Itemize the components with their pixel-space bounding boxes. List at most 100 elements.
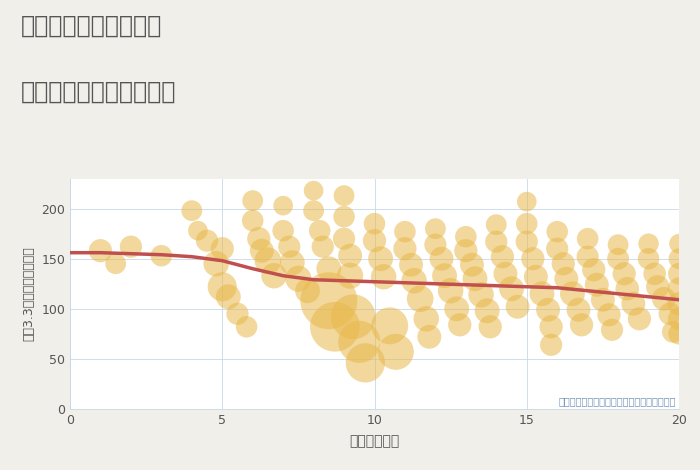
Point: [317, 243, 328, 251]
Point: [375, 255, 386, 262]
Point: [223, 293, 234, 300]
Point: [277, 227, 289, 235]
Point: [634, 315, 645, 322]
Point: [436, 255, 447, 262]
Point: [360, 359, 371, 367]
Point: [186, 207, 197, 214]
Point: [344, 252, 356, 259]
Point: [110, 260, 121, 267]
Point: [521, 198, 532, 205]
Point: [673, 240, 685, 247]
Point: [344, 272, 356, 280]
Point: [482, 307, 493, 314]
Point: [339, 213, 350, 220]
Point: [211, 260, 222, 267]
Point: [561, 275, 572, 282]
Point: [588, 266, 599, 274]
Point: [253, 235, 265, 243]
Point: [500, 270, 511, 277]
Point: [491, 238, 502, 245]
Point: [531, 273, 542, 281]
Point: [390, 348, 401, 356]
Point: [405, 261, 416, 268]
Point: [521, 238, 532, 245]
Point: [125, 243, 136, 251]
Point: [466, 261, 477, 268]
Point: [439, 272, 450, 280]
Point: [445, 287, 456, 295]
Point: [348, 313, 359, 321]
Point: [558, 260, 569, 267]
Point: [287, 259, 298, 266]
Y-axis label: 坪（3.3㎡）単価（万円）: 坪（3.3㎡）単価（万円）: [22, 246, 36, 341]
Point: [673, 285, 685, 292]
Point: [606, 326, 617, 334]
Point: [545, 341, 557, 349]
Point: [542, 306, 554, 313]
Point: [232, 310, 243, 318]
Point: [461, 247, 472, 254]
Point: [384, 322, 395, 329]
Point: [461, 233, 472, 241]
Point: [649, 270, 660, 277]
Point: [658, 295, 669, 303]
Point: [308, 207, 319, 214]
Point: [612, 255, 624, 262]
Point: [308, 187, 319, 195]
Point: [475, 291, 486, 298]
Point: [673, 300, 685, 307]
Point: [521, 220, 532, 227]
Point: [497, 253, 508, 260]
Point: [491, 221, 502, 228]
Point: [378, 273, 389, 281]
Point: [582, 235, 594, 243]
Point: [369, 220, 380, 227]
Point: [643, 240, 655, 247]
X-axis label: 駅距離（分）: 駅距離（分）: [349, 434, 400, 448]
Point: [619, 270, 630, 277]
Point: [284, 243, 295, 251]
Point: [451, 305, 462, 313]
Point: [506, 285, 517, 292]
Point: [673, 330, 685, 337]
Point: [424, 333, 435, 341]
Point: [628, 300, 639, 307]
Point: [256, 247, 267, 254]
Point: [302, 287, 313, 295]
Point: [652, 283, 664, 290]
Text: 円の大きさは、取引のあった物件面積を示す: 円の大きさは、取引のあった物件面積を示す: [559, 396, 676, 406]
Point: [673, 315, 685, 322]
Point: [323, 265, 335, 273]
Point: [217, 245, 228, 252]
Point: [582, 253, 594, 260]
Point: [430, 225, 441, 233]
Text: 東京都玉川学園前駅の: 東京都玉川学園前駅の: [21, 14, 162, 38]
Point: [664, 310, 676, 318]
Point: [293, 275, 304, 282]
Point: [277, 202, 289, 210]
Point: [217, 283, 228, 290]
Point: [414, 295, 426, 303]
Point: [329, 323, 340, 330]
Point: [597, 296, 608, 304]
Point: [673, 270, 685, 277]
Point: [673, 255, 685, 262]
Text: 駅距離別中古戸建て価格: 駅距離別中古戸建て価格: [21, 80, 176, 104]
Point: [536, 290, 547, 298]
Point: [545, 323, 557, 330]
Point: [552, 228, 563, 235]
Point: [430, 241, 441, 249]
Point: [409, 277, 420, 284]
Point: [421, 315, 432, 322]
Point: [193, 227, 204, 235]
Point: [567, 290, 578, 298]
Point: [622, 285, 633, 292]
Point: [339, 235, 350, 243]
Point: [95, 247, 106, 254]
Point: [369, 237, 380, 244]
Point: [667, 328, 678, 336]
Point: [612, 241, 624, 249]
Point: [454, 321, 466, 329]
Point: [323, 297, 335, 305]
Point: [527, 255, 538, 262]
